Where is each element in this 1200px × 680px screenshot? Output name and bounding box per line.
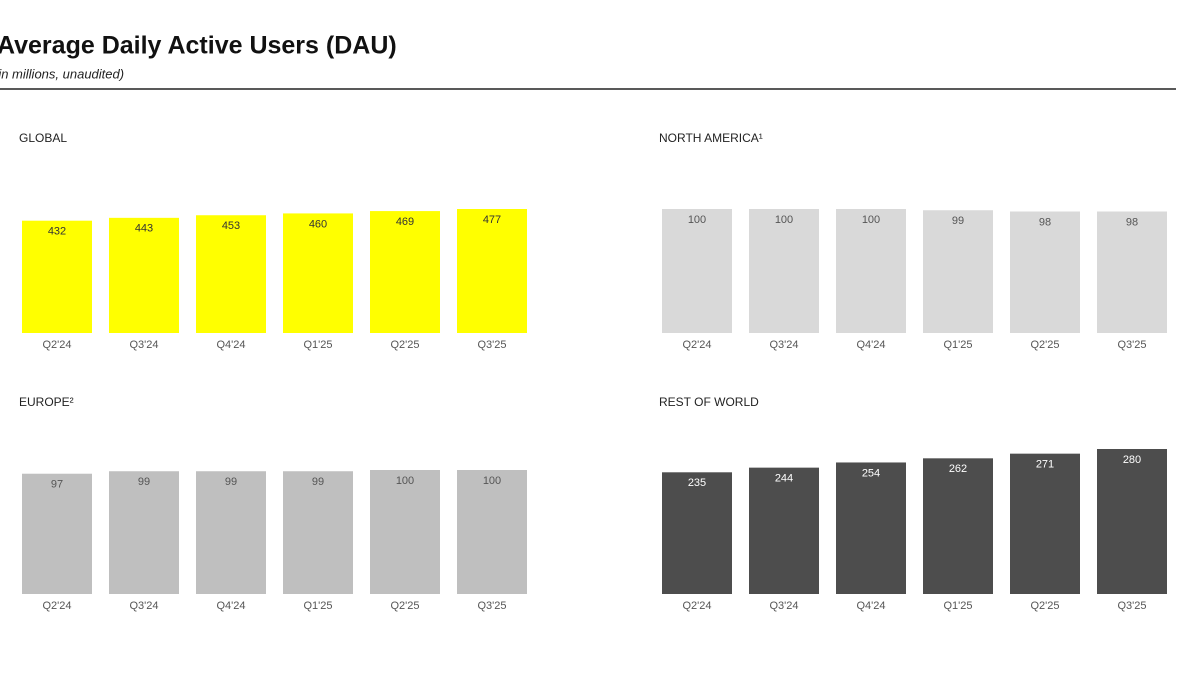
bar [196, 215, 266, 333]
value-label: 244 [775, 473, 793, 485]
bar [1097, 211, 1167, 333]
bar [1010, 453, 1080, 594]
panel-title: GLOBAL [19, 131, 67, 145]
value-label: 469 [396, 216, 414, 228]
x-tick-label: Q4'24 [856, 600, 885, 612]
x-tick-label: Q2'24 [682, 600, 711, 612]
value-label: 100 [396, 475, 414, 487]
bar [923, 458, 993, 594]
x-tick-label: Q1'25 [303, 600, 332, 612]
x-tick-label: Q4'24 [856, 339, 885, 351]
value-label: 97 [51, 479, 63, 491]
bar [22, 473, 92, 594]
bar [836, 462, 906, 594]
bar [283, 213, 353, 333]
bar [662, 472, 732, 594]
panel-title: NORTH AMERICA¹ [659, 131, 763, 145]
panel-title: REST OF WORLD [659, 395, 759, 409]
value-label: 98 [1126, 216, 1138, 228]
bar [109, 471, 179, 594]
x-tick-label: Q2'25 [1030, 339, 1059, 351]
value-label: 99 [138, 476, 150, 488]
value-label: 100 [688, 214, 706, 226]
x-tick-label: Q3'24 [129, 339, 158, 351]
value-label: 453 [222, 220, 240, 232]
value-label: 99 [952, 215, 964, 227]
page-subtitle: (in millions, unaudited) [0, 66, 124, 81]
x-tick-label: Q4'24 [216, 600, 245, 612]
value-label: 262 [949, 463, 967, 475]
x-tick-label: Q2'24 [682, 339, 711, 351]
x-tick-label: Q2'25 [390, 600, 419, 612]
x-tick-label: Q3'25 [1117, 339, 1146, 351]
x-tick-label: Q2'24 [42, 339, 71, 351]
x-tick-label: Q2'25 [390, 339, 419, 351]
bar [1010, 211, 1080, 333]
page-title: Average Daily Active Users (DAU) [0, 32, 397, 60]
x-tick-label: Q3'25 [477, 600, 506, 612]
bar [370, 470, 440, 594]
bar [109, 217, 179, 333]
panel-title: EUROPE² [19, 395, 74, 409]
x-tick-label: Q1'25 [303, 339, 332, 351]
value-label: 100 [483, 475, 501, 487]
bar [662, 209, 732, 333]
value-label: 477 [483, 214, 501, 226]
value-label: 280 [1123, 454, 1141, 466]
value-label: 100 [775, 214, 793, 226]
bar [196, 471, 266, 594]
x-tick-label: Q1'25 [943, 339, 972, 351]
bar [457, 209, 527, 333]
value-label: 99 [225, 476, 237, 488]
bar [836, 209, 906, 333]
bar [749, 209, 819, 333]
x-tick-label: Q3'24 [769, 339, 798, 351]
bar [457, 470, 527, 594]
bar [283, 471, 353, 594]
bar [923, 210, 993, 333]
x-tick-label: Q3'24 [769, 600, 798, 612]
x-tick-label: Q2'25 [1030, 600, 1059, 612]
bar [1097, 449, 1167, 594]
x-tick-label: Q4'24 [216, 339, 245, 351]
x-tick-label: Q3'24 [129, 600, 158, 612]
x-tick-label: Q1'25 [943, 600, 972, 612]
value-label: 98 [1039, 216, 1051, 228]
value-label: 235 [688, 477, 706, 489]
value-label: 271 [1036, 459, 1054, 471]
value-label: 254 [862, 467, 880, 479]
x-tick-label: Q2'24 [42, 600, 71, 612]
x-tick-label: Q3'25 [477, 339, 506, 351]
value-label: 100 [862, 214, 880, 226]
x-tick-label: Q3'25 [1117, 600, 1146, 612]
value-label: 460 [309, 218, 327, 230]
value-label: 432 [48, 226, 66, 238]
bar [22, 220, 92, 333]
bar [749, 467, 819, 594]
value-label: 443 [135, 223, 153, 235]
value-label: 99 [312, 476, 324, 488]
bar [370, 211, 440, 333]
